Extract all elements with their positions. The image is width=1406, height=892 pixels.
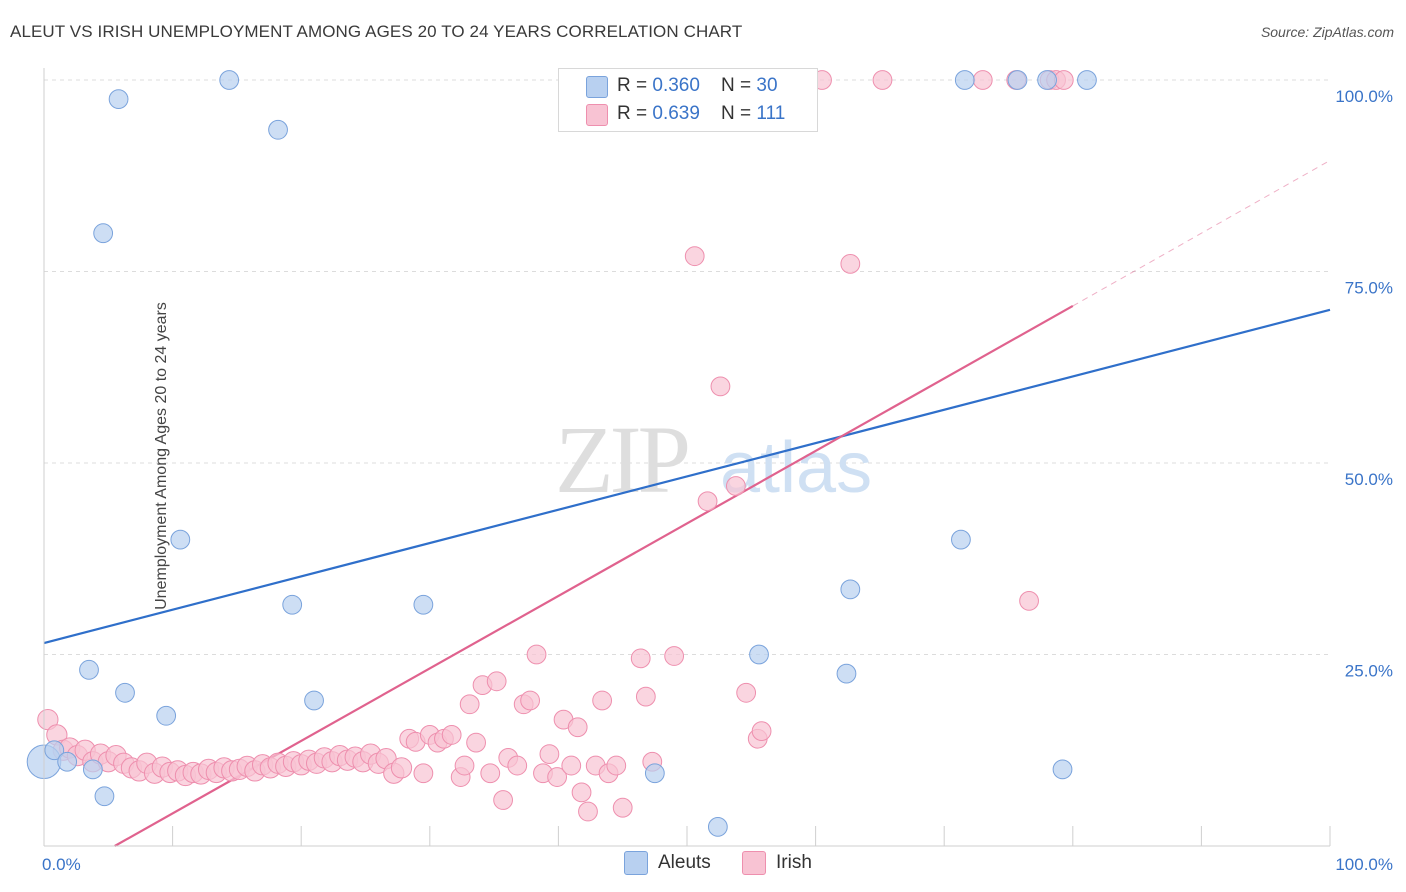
aleut-point	[57, 751, 78, 772]
irish-point	[561, 755, 582, 776]
irish-point	[840, 253, 861, 274]
irish-point	[1053, 70, 1074, 90]
aleut-point	[93, 223, 114, 244]
point-layer	[26, 70, 1097, 837]
aleut-point	[219, 70, 240, 90]
bottom-legend-aleuts: Aleuts	[624, 851, 711, 875]
irish-point	[630, 648, 651, 669]
bottom-label-aleuts: Aleuts	[658, 852, 711, 873]
irish-point	[390, 757, 413, 779]
irish-point	[539, 744, 560, 764]
irish-point	[507, 755, 528, 776]
aleut-point	[413, 594, 434, 615]
aleut-point	[954, 70, 975, 90]
irish-point	[635, 686, 656, 707]
correlation-legend: R = 0.360 N = 30 R = 0.639 N = 111	[558, 68, 818, 132]
irish-point	[684, 246, 705, 267]
irish-point	[972, 70, 993, 90]
trend-layer	[43, 159, 1331, 847]
irish-point	[736, 682, 757, 703]
aleut-point	[108, 89, 129, 110]
aleut-point	[156, 705, 177, 726]
irish-point	[486, 671, 507, 692]
legend-text-irish: R = 0.639 N = 111	[617, 103, 786, 124]
aleut-point	[749, 644, 769, 665]
aleut-point	[840, 579, 861, 600]
watermark: ZIP atlas	[555, 406, 872, 513]
y-tick-label: 75.0%	[1345, 279, 1393, 298]
legend-swatch-aleuts	[586, 76, 608, 98]
irish-point	[441, 725, 462, 745]
x-tick-label-min: 0.0%	[42, 855, 81, 874]
aleut-point	[268, 119, 288, 140]
aleut-point	[707, 816, 728, 837]
aleut-point	[1052, 759, 1073, 780]
irish-point	[751, 721, 772, 741]
irish-point	[480, 763, 501, 784]
aleut-point	[170, 529, 191, 550]
watermark-atlas: atlas	[720, 428, 872, 508]
irish-trendline-extension	[1072, 159, 1331, 307]
irish-point	[520, 690, 540, 711]
y-axis-label: Unemployment Among Ages 20 to 24 years	[152, 302, 170, 610]
aleut-point	[115, 682, 135, 703]
y-tick-label: 25.0%	[1345, 662, 1393, 681]
irish-point	[697, 491, 718, 512]
irish-point	[567, 717, 588, 738]
source-label: Source: ZipAtlas.com	[1260, 24, 1394, 40]
aleut-point	[1077, 70, 1097, 90]
irish-point	[710, 376, 731, 397]
bottom-swatch-aleuts	[624, 851, 648, 875]
aleut-trendline	[43, 308, 1331, 645]
bottom-legend-irish: Irish	[742, 851, 812, 875]
irish-point	[571, 782, 592, 803]
aleut-point	[79, 659, 99, 680]
irish-point	[526, 644, 547, 665]
aleut-point	[82, 759, 103, 780]
grid-layer	[44, 79, 1330, 655]
bottom-label-irish: Irish	[776, 852, 812, 873]
aleut-point	[94, 786, 115, 807]
aleut-point	[644, 763, 665, 784]
irish-point	[459, 694, 480, 715]
aleut-point	[282, 594, 303, 615]
irish-point	[454, 755, 475, 776]
irish-point	[413, 763, 434, 784]
irish-point	[547, 767, 568, 787]
irish-point	[725, 476, 746, 496]
aleut-point	[44, 740, 65, 761]
aleut-point	[1037, 70, 1057, 90]
irish-point	[606, 755, 627, 776]
watermark-zip: ZIP	[555, 406, 688, 513]
chart-title: ALEUT VS IRISH UNEMPLOYMENT AMONG AGES 2…	[10, 22, 743, 41]
y-tick-label: 100.0%	[1335, 87, 1393, 106]
aleut-point	[304, 690, 324, 711]
bottom-swatch-irish	[742, 851, 766, 875]
aleut-point	[836, 663, 857, 684]
irish-point	[592, 690, 613, 711]
irish-point	[578, 801, 598, 822]
irish-point	[493, 790, 513, 810]
legend-swatch-irish	[586, 104, 608, 126]
irish-point	[872, 70, 893, 90]
irish-point	[1019, 590, 1039, 611]
aleut-point	[951, 529, 971, 550]
y-tick-label: 50.0%	[1345, 470, 1393, 489]
axis-layer: 25.0% 50.0% 75.0% 100.0% 0.0% 100.0%	[42, 68, 1393, 874]
x-tick-label-max: 100.0%	[1335, 855, 1393, 874]
irish-point	[466, 732, 486, 753]
irish-point	[612, 797, 633, 818]
legend-text-aleuts: R = 0.360 N = 30	[617, 75, 778, 96]
aleut-point	[1007, 70, 1028, 90]
irish-point	[664, 646, 685, 666]
